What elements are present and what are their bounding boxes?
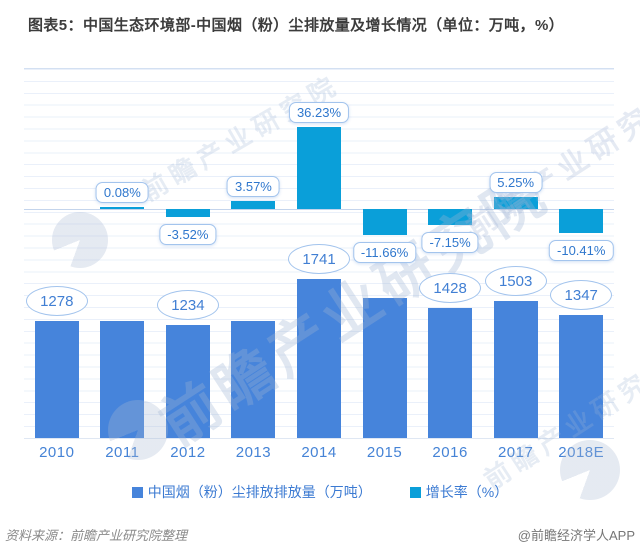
growth-bar-2012 (165, 209, 210, 217)
x-axis-label-2018E: 2018E (558, 444, 605, 461)
emission-bar-2014 (297, 279, 341, 438)
x-axis-label-2016: 2016 (432, 444, 468, 461)
emission-bar-2012 (165, 325, 210, 438)
x-axis-label-2015: 2015 (366, 444, 403, 461)
x-axis-label-2012: 2012 (170, 444, 206, 461)
legend-swatch-emissions-icon (131, 486, 143, 498)
emission-bar-2015 (362, 298, 407, 438)
legend-label-emissions: 中国烟（粉）尘排放排放量（万吨） (147, 484, 372, 500)
legend-item-growth: 增长率（%） (409, 482, 509, 502)
x-axis-label-2014: 2014 (301, 444, 337, 461)
growth-bar-2018E (559, 209, 604, 233)
growth-bar-2016 (428, 209, 473, 226)
emission-bar-2010 (34, 321, 79, 438)
growth-bar-2014 (297, 127, 341, 209)
credit-note: @前瞻经济学人APP (517, 528, 635, 543)
growth-value-label: 5.25% (489, 172, 543, 194)
emission-value-label: 1503 (484, 266, 547, 296)
growth-zero-axis (24, 209, 614, 210)
plot-area: 1278 0.08% 1234 -3.52% 3.57% 1741 36.23% -11.66… (24, 68, 614, 439)
growth-value-label: -3.52% (159, 223, 217, 245)
emission-value-label: 1428 (419, 273, 482, 303)
emission-bar-2017 (493, 301, 538, 438)
emission-bar-2016 (428, 308, 473, 438)
growth-value-label: -11.66% (352, 242, 417, 264)
emission-bar-2013 (231, 321, 276, 438)
growth-value-label: 36.23% (288, 102, 350, 123)
growth-value-label: -10.41% (549, 239, 614, 261)
emission-value-label: 1347 (550, 280, 613, 310)
x-axis-label-2011: 2011 (105, 444, 140, 461)
emission-value-label: 1278 (25, 286, 88, 316)
emission-value-label: 1234 (156, 290, 219, 320)
legend-swatch-growth-icon (409, 486, 421, 498)
x-axis-label-2010: 2010 (39, 444, 75, 461)
growth-value-label: 3.57% (227, 175, 280, 197)
growth-bar-2017 (493, 197, 538, 209)
growth-bar-2015 (362, 209, 407, 236)
page-title: 图表5：中国生态环境部-中国烟（粉）尘排放量及增长情况（单位：万吨，%） (28, 17, 565, 34)
growth-value-label: 0.08% (95, 182, 149, 203)
growth-value-label: -7.15% (421, 232, 479, 254)
x-axis-label-2013: 2013 (235, 444, 272, 461)
source-note: 资料来源：前瞻产业研究院整理 (5, 528, 188, 543)
growth-bar-2013 (231, 200, 276, 209)
x-axis: 2010 2011 2012 2013 2014 2015 2016 2017 2018E (24, 444, 614, 464)
emission-value-label: 1741 (288, 244, 350, 274)
growth-bar-2011 (100, 207, 145, 209)
legend-label-growth: 增长率（%） (425, 484, 509, 500)
legend: 中国烟（粉）尘排放排放量（万吨） 增长率（%） (0, 482, 640, 502)
emission-bar-2018E (559, 315, 604, 438)
x-axis-label-2017: 2017 (497, 444, 534, 461)
legend-item-emissions: 中国烟（粉）尘排放排放量（万吨） (131, 482, 372, 502)
emission-bar-2011 (100, 321, 145, 438)
